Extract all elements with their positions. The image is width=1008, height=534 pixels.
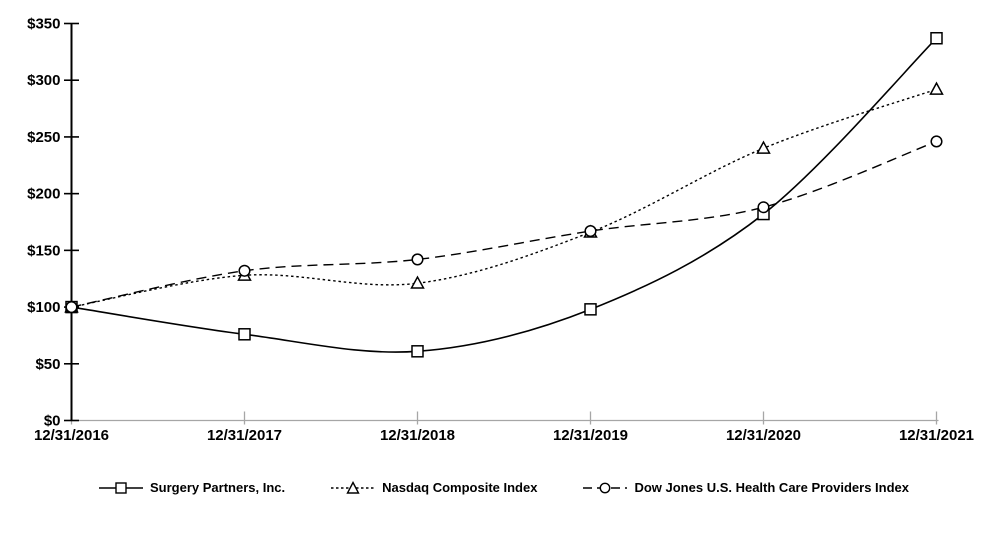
circle-marker-icon [584, 225, 597, 238]
series-line [71, 88, 937, 308]
square-marker-icon [238, 328, 251, 341]
circle-marker-icon [238, 264, 251, 277]
plot-area: 12/31/2016 12/31/2017 12/31/2018 12/31/2019… [27, 16, 974, 445]
triangle-marker-icon [331, 480, 376, 494]
y-axis-tick-label: $0 [44, 413, 61, 430]
series-dow-jones-u-s-health-care-providers-index [65, 135, 943, 314]
legend-label-dow-jones-health-care: Dow Jones U.S. Health Care Providers Ind… [634, 480, 909, 495]
y-axis-tick-label: $350 [27, 16, 60, 33]
series-surgery-partners-inc [65, 31, 943, 358]
y-axis-tick-label: $100 [27, 299, 60, 316]
x-axis-tick-label: 12/31/2020 [726, 427, 801, 444]
series-line [71, 140, 937, 308]
y-axis-tick-label: $300 [27, 72, 60, 89]
legend-item-surgery-partners: Surgery Partners, Inc. [99, 480, 285, 495]
y-axis-tick-label: $250 [27, 129, 60, 146]
chart-legend: Surgery Partners, Inc. Nasdaq Composite … [0, 480, 1008, 495]
series-line [71, 37, 938, 353]
x-axis-tick-label: 12/31/2018 [380, 427, 455, 444]
legend-label-nasdaq: Nasdaq Composite Index [382, 480, 538, 495]
x-axis-tick-label: 12/31/2019 [553, 427, 628, 444]
series-nasdaq-composite-index [64, 81, 944, 313]
circle-marker-icon [65, 301, 78, 314]
y-axis-tick-label: $50 [35, 356, 60, 373]
legend-item-dow-jones-health-care: Dow Jones U.S. Health Care Providers Ind… [583, 480, 909, 495]
y-axis: $350 $300 $250 $200 $150 $100 $50 $0 [27, 16, 79, 430]
y-axis-tick-label: $200 [27, 186, 60, 203]
x-axis: 12/31/2016 12/31/2017 12/31/2018 12/31/2019… [34, 411, 974, 444]
triangle-marker-icon [929, 81, 944, 95]
square-marker-icon [411, 345, 424, 358]
square-marker-icon [99, 481, 144, 494]
legend-label-surgery-partners: Surgery Partners, Inc. [150, 480, 286, 495]
square-marker-icon [584, 303, 597, 316]
circle-marker-icon [757, 201, 770, 214]
circle-marker-icon [411, 253, 424, 266]
x-axis-tick-label: 12/31/2016 [34, 427, 109, 444]
triangle-marker-icon [410, 275, 425, 289]
square-marker-icon [930, 31, 943, 45]
x-axis-tick-label: 12/31/2021 [899, 427, 974, 444]
circle-marker-icon [930, 135, 943, 148]
y-axis-tick-label: $150 [27, 242, 60, 259]
legend-item-nasdaq: Nasdaq Composite Index [331, 480, 537, 495]
circle-marker-icon [583, 482, 628, 493]
triangle-marker-icon [756, 140, 771, 154]
x-axis-tick-label: 12/31/2017 [207, 427, 282, 444]
